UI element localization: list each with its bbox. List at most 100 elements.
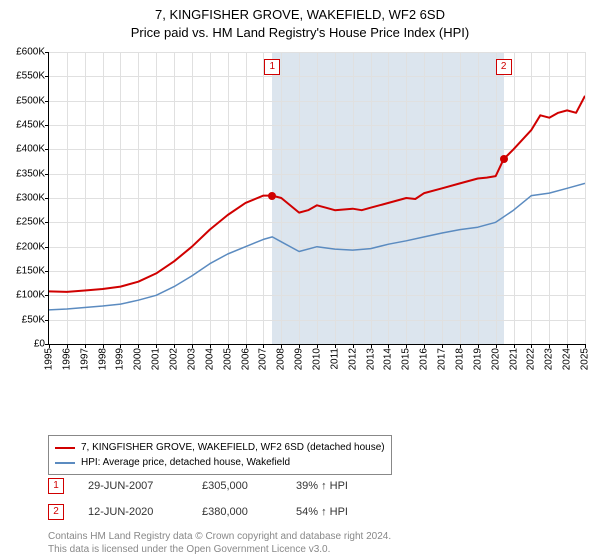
- attribution-line2: This data is licensed under the Open Gov…: [48, 543, 391, 556]
- x-tick-label: 2020: [490, 348, 501, 370]
- sale-row-hpi: 54% ↑ HPI: [296, 506, 348, 518]
- x-tick-label: 2008: [276, 348, 287, 370]
- x-grid-line: [335, 52, 336, 344]
- y-tick-label: £400K: [16, 144, 45, 155]
- sale-dot: [268, 192, 276, 200]
- sale-row: 2 12-JUN-2020 £380,000 54% ↑ HPI: [48, 504, 348, 520]
- x-tick-label: 2006: [240, 348, 251, 370]
- x-grid-line: [353, 52, 354, 344]
- y-tick: [45, 125, 49, 126]
- sale-row-price: £305,000: [202, 480, 272, 492]
- attribution: Contains HM Land Registry data © Crown c…: [48, 530, 391, 556]
- x-grid-line: [299, 52, 300, 344]
- y-tick: [45, 149, 49, 150]
- x-tick-label: 2009: [294, 348, 305, 370]
- x-tick-label: 2014: [383, 348, 394, 370]
- x-tick-label: 2000: [133, 348, 144, 370]
- y-tick: [45, 52, 49, 53]
- x-grid-line: [496, 52, 497, 344]
- x-grid-line: [67, 52, 68, 344]
- x-grid-line: [531, 52, 532, 344]
- x-tick-label: 1996: [61, 348, 72, 370]
- x-grid-line: [442, 52, 443, 344]
- x-tick-label: 2016: [419, 348, 430, 370]
- sale-row-price: £380,000: [202, 506, 272, 518]
- y-tick: [45, 295, 49, 296]
- legend-label: 7, KINGFISHER GROVE, WAKEFIELD, WF2 6SD …: [81, 440, 385, 455]
- x-tick-label: 2012: [347, 348, 358, 370]
- y-tick-label: £550K: [16, 71, 45, 82]
- x-grid-line: [478, 52, 479, 344]
- x-tick-label: 2021: [508, 348, 519, 370]
- x-grid-line: [567, 52, 568, 344]
- sale-row: 129-JUN-2007£305,00039% ↑ HPI: [48, 478, 348, 494]
- x-tick-label: 2017: [437, 348, 448, 370]
- sale-row-date: 12-JUN-2020: [88, 506, 178, 518]
- x-tick-label: 2015: [401, 348, 412, 370]
- y-tick: [45, 320, 49, 321]
- legend-swatch: [55, 462, 75, 464]
- x-tick-label: 2003: [186, 348, 197, 370]
- x-grid-line: [174, 52, 175, 344]
- x-tick-label: 2013: [365, 348, 376, 370]
- x-grid-line: [549, 52, 550, 344]
- x-tick-label: 2005: [222, 348, 233, 370]
- y-tick-label: £350K: [16, 168, 45, 179]
- x-tick-label: 2002: [169, 348, 180, 370]
- legend-item: HPI: Average price, detached house, Wake…: [55, 455, 385, 470]
- y-tick-label: £150K: [16, 266, 45, 277]
- x-tick-label: 2025: [580, 348, 591, 370]
- y-tick-label: £200K: [16, 241, 45, 252]
- sale-dot: [500, 155, 508, 163]
- x-tick-label: 2011: [329, 348, 340, 370]
- x-grid-line: [246, 52, 247, 344]
- x-tick-label: 1998: [97, 348, 108, 370]
- x-grid-line: [317, 52, 318, 344]
- y-tick-label: £450K: [16, 120, 45, 131]
- legend-swatch: [55, 447, 75, 449]
- x-grid-line: [228, 52, 229, 344]
- y-tick-label: £600K: [16, 47, 45, 58]
- attribution-line1: Contains HM Land Registry data © Crown c…: [48, 530, 391, 543]
- x-grid-line: [406, 52, 407, 344]
- x-grid-line: [103, 52, 104, 344]
- x-grid-line: [388, 52, 389, 344]
- x-tick-label: 2001: [151, 348, 162, 370]
- x-tick-label: 2018: [454, 348, 465, 370]
- x-grid-line: [281, 52, 282, 344]
- y-tick: [45, 222, 49, 223]
- sale-records: 129-JUN-2007£305,00039% ↑ HPI212-JUN-202…: [48, 478, 348, 530]
- y-tick-label: £50K: [22, 314, 45, 325]
- x-tick-label: 1997: [79, 348, 90, 370]
- y-tick: [45, 247, 49, 248]
- x-tick-label: 1995: [44, 348, 55, 370]
- x-grid-line: [585, 52, 586, 344]
- sale-row-box: 1: [48, 478, 64, 494]
- x-grid-line: [138, 52, 139, 344]
- sale-row-hpi: 39% ↑ HPI: [296, 480, 348, 492]
- sale-marker-box: 1: [264, 59, 280, 75]
- sale-marker-box: 2: [496, 59, 512, 75]
- y-tick-label: £500K: [16, 95, 45, 106]
- x-grid-line: [85, 52, 86, 344]
- title-address: 7, KINGFISHER GROVE, WAKEFIELD, WF2 6SD: [0, 6, 600, 24]
- x-grid-line: [514, 52, 515, 344]
- x-grid-line: [210, 52, 211, 344]
- price-chart: £0£50K£100K£150K£200K£250K£300K£350K£400…: [0, 48, 600, 393]
- y-tick: [45, 198, 49, 199]
- y-tick-label: £250K: [16, 217, 45, 228]
- legend-label: HPI: Average price, detached house, Wake…: [81, 455, 290, 470]
- y-tick-label: £100K: [16, 290, 45, 301]
- y-tick: [45, 271, 49, 272]
- sale-row-box: 2: [48, 504, 64, 520]
- title-subtitle: Price paid vs. HM Land Registry's House …: [0, 24, 600, 42]
- y-tick-label: £300K: [16, 193, 45, 204]
- y-tick: [45, 76, 49, 77]
- x-grid-line: [371, 52, 372, 344]
- x-grid-line: [120, 52, 121, 344]
- x-tick-label: 2019: [472, 348, 483, 370]
- x-tick-label: 2007: [258, 348, 269, 370]
- x-tick-label: 1999: [115, 348, 126, 370]
- x-grid-line: [460, 52, 461, 344]
- y-tick: [45, 101, 49, 102]
